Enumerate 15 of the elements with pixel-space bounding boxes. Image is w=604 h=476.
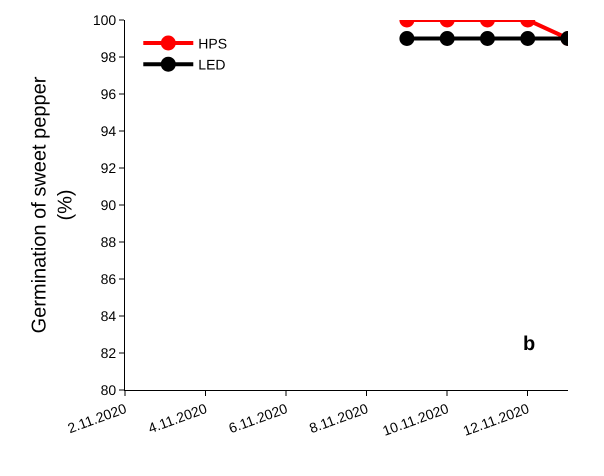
y-tick-label: 80 (100, 382, 116, 398)
legend-label: LED (198, 56, 226, 73)
y-tick-label: 94 (100, 122, 116, 139)
y-tick-label: 96 (100, 86, 116, 102)
y-tick-label: 82 (100, 344, 116, 361)
y-tick-label: 88 (100, 234, 116, 250)
annotation: b (523, 333, 536, 355)
legend-label: HPS (198, 35, 228, 52)
y-tick-label: 100 (92, 12, 116, 28)
y-axis-title: Germination of sweet pepper (%) (28, 76, 76, 334)
y-tick-label: 92 (100, 160, 116, 176)
y-tick-label: 98 (100, 48, 116, 65)
y-tick-label: 84 (100, 308, 116, 324)
y-tick-label: 86 (100, 270, 116, 287)
y-tick-label: 90 (100, 196, 116, 213)
